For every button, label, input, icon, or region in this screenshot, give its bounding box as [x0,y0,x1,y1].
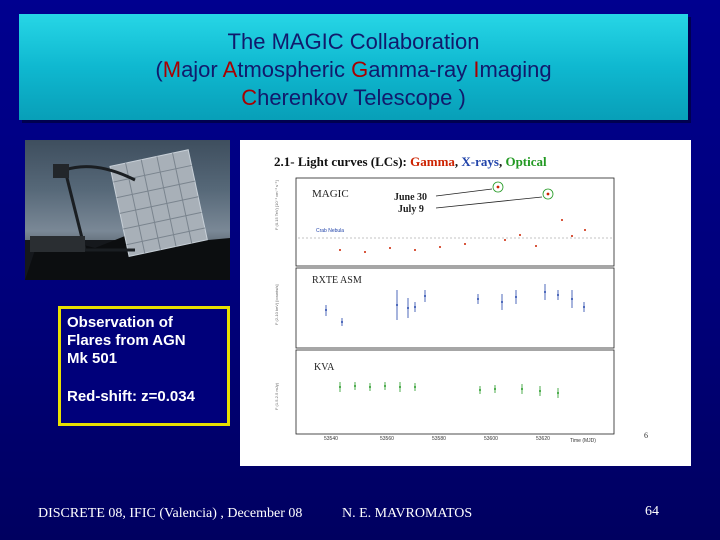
observation-line-1: Observation of [67,314,173,331]
highlight-june30 [492,181,504,193]
title-line-3: Cherenkov Telescope ) [241,85,466,110]
crab-nebula-label: Crab Nebula [316,228,344,234]
figure-page-mark: 6 [644,431,648,440]
panel-xray-label: RXTE ASM [312,275,362,286]
gamma-points [339,185,586,253]
redshift-text: Red-shift: z=0.034 [67,388,195,405]
arrow-june30 [435,188,493,197]
svg-text:53560: 53560 [380,436,394,442]
arrow-july9 [435,196,543,209]
svg-text:53620: 53620 [536,436,550,442]
title-line-1: The MAGIC Collaboration [227,29,480,54]
svg-text:F (1.5-2.5 mJy): F (1.5-2.5 mJy) [274,382,279,410]
observation-box: Observation of Flares from AGN Mk 501 Re… [58,306,230,426]
title-box: The MAGIC Collaboration (Major Atmospher… [19,14,688,120]
x-axis-ticks: 53540 53560 53580 53600 53620 [324,436,550,442]
svg-text:53600: 53600 [484,436,498,442]
panel-optical-frame [295,349,615,435]
footer-page-number: 64 [645,504,659,519]
panel-xray-frame [295,267,615,349]
footer-author: N. E. MAVROMATOS [342,506,473,521]
xray-points [325,284,585,326]
x-axis-label: Time (MJD) [570,438,596,444]
footer-conference: DISCRETE 08, IFIC (Valencia) , December … [38,506,303,521]
svg-text:53580: 53580 [432,436,446,442]
svg-text:53540: 53540 [324,436,338,442]
annotation-july9: July 9 [398,204,424,215]
annotation-june30: June 30 [394,192,427,203]
highlight-july9 [542,188,554,200]
observation-line-2: Flares from AGN [67,332,186,349]
svg-text:F (2-10 keV) [counts/s]: F (2-10 keV) [counts/s] [274,285,279,325]
panel-gamma-frame [295,177,615,267]
svg-text:F (0.15 TeV) [10⁻¹ cm⁻² s⁻¹]: F (0.15 TeV) [10⁻¹ cm⁻² s⁻¹] [274,180,279,230]
observation-line-3: Mk 501 [67,350,118,367]
light-curve-figure: 2.1- Light curves (LCs): Gamma, X-rays, … [240,140,691,466]
panel-optical-label: KVA [314,362,335,373]
panel-gamma-label: MAGIC [312,188,349,200]
figure-heading: 2.1- Light curves (LCs): Gamma, X-rays, … [274,154,547,169]
title-line-2: (Major Atmospheric Gamma-ray Imaging [155,57,552,82]
optical-points [339,382,559,398]
telescope-photo [25,140,230,280]
